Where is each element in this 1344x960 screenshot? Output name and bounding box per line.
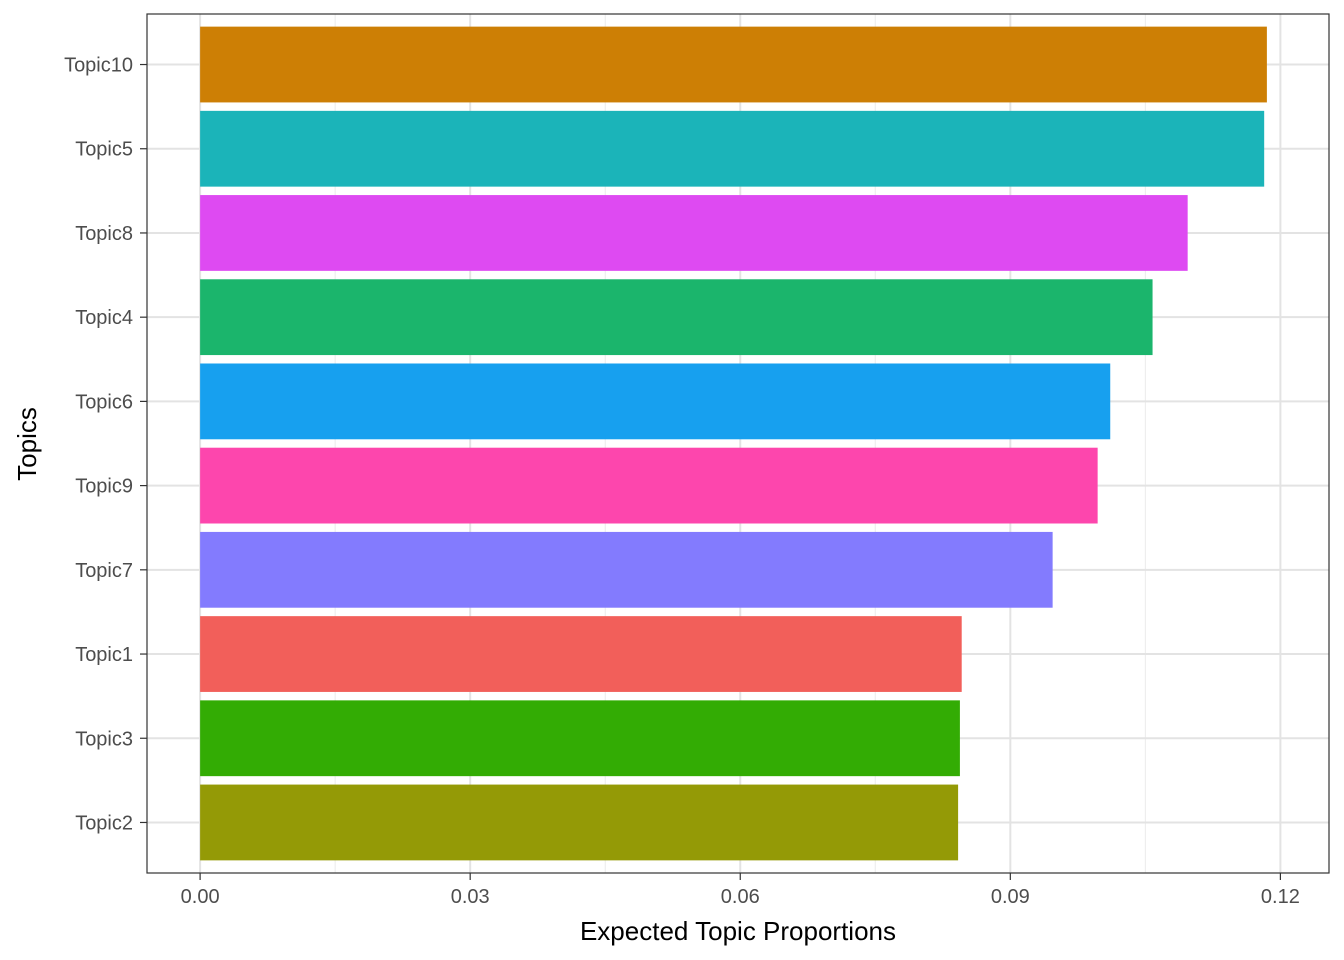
x-axis-title: Expected Topic Proportions: [580, 916, 896, 946]
bar-topic6: [200, 363, 1111, 440]
y-tick-label: Topic6: [75, 391, 133, 413]
y-tick-label: Topic8: [75, 223, 133, 245]
bar-topic10: [200, 26, 1267, 103]
y-tick-label: Topic9: [75, 476, 133, 498]
y-tick-label: Topic7: [75, 560, 133, 582]
bars: [200, 26, 1267, 861]
x-tick-label: 0.00: [181, 886, 220, 908]
y-tick-label: Topic5: [75, 139, 133, 161]
y-tick-label: Topic3: [75, 728, 133, 750]
bar-topic4: [200, 279, 1153, 356]
y-tick-label: Topic4: [75, 307, 133, 329]
bar-topic2: [200, 784, 959, 861]
bar-topic8: [200, 195, 1188, 271]
x-tick-label: 0.03: [451, 886, 490, 908]
bar-topic9: [200, 447, 1098, 524]
y-tick-label: Topic10: [64, 55, 133, 77]
y-tick-label: Topic1: [75, 644, 133, 666]
y-axis: Topic10 Topic5 Topic8 Topic4 Topic6 Topic9 Top…: [64, 55, 147, 834]
x-axis: 0.00 0.03 0.06 0.09 0.12: [181, 873, 1300, 908]
x-tick-label: 0.12: [1261, 886, 1300, 908]
bar-topic1: [200, 616, 962, 692]
y-axis-title: Topics: [12, 407, 42, 481]
bar-topic3: [200, 700, 960, 777]
x-tick-label: 0.06: [721, 886, 760, 908]
plot-border: [146, 13, 1330, 874]
bar-topic7: [200, 531, 1053, 608]
x-tick-label: 0.09: [991, 886, 1030, 908]
bar-topic5: [200, 110, 1265, 187]
y-tick-label: Topic2: [75, 812, 133, 834]
